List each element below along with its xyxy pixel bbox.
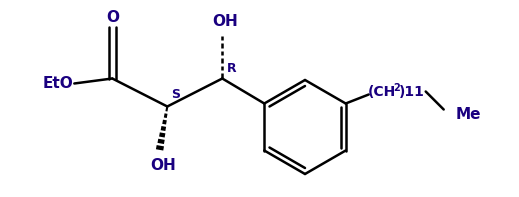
Text: S: S	[171, 88, 180, 101]
Text: OH: OH	[151, 158, 176, 173]
Text: Me: Me	[456, 107, 481, 122]
Text: (CH: (CH	[367, 85, 396, 98]
Text: R: R	[227, 62, 237, 75]
Text: )11: )11	[399, 85, 425, 98]
Text: O: O	[106, 10, 119, 25]
Text: OH: OH	[212, 14, 238, 29]
Text: 2: 2	[394, 83, 401, 93]
Text: EtO: EtO	[43, 76, 74, 91]
